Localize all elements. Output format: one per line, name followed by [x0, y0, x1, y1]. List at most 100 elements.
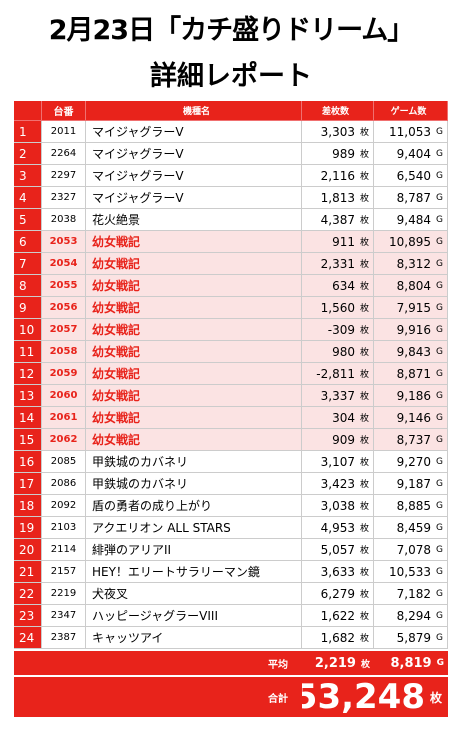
machine-name: 緋弾のアリアII	[86, 539, 302, 561]
machine-name: 幼女戦記	[86, 363, 302, 385]
machine-name: マイジャグラーV	[86, 121, 302, 143]
machine-number: 2062	[42, 429, 86, 451]
machine-name: マイジャグラーV	[86, 165, 302, 187]
unit: 枚	[359, 326, 369, 336]
diff: 2,331	[320, 256, 355, 271]
unit: 枚	[359, 128, 369, 138]
table-row: 8 2055 幼女戦記 634 枚 8,804 G	[14, 275, 448, 297]
machine-number: 2061	[42, 407, 86, 429]
games-cell: 11,053 G	[374, 121, 448, 143]
table-row: 15 2062 幼女戦記 909 枚 8,737 G	[14, 429, 448, 451]
unit: 枚	[359, 282, 369, 292]
table-row: 23 2347 ハッピージャグラーVIII 1,622 枚 8,294 G	[14, 605, 448, 627]
diff: 634	[332, 278, 355, 293]
games-cell: 9,404 G	[374, 143, 448, 165]
machine-number: 2085	[42, 451, 86, 473]
diff: 304	[332, 410, 355, 425]
games: 10,533	[389, 564, 432, 579]
games: 6,540	[396, 168, 432, 183]
unit: 枚	[359, 502, 369, 512]
diff: 1,813	[320, 190, 355, 205]
unit: 枚	[429, 690, 442, 705]
unit: 枚	[359, 546, 369, 556]
unit: G	[436, 368, 443, 379]
diff-cell: 3,423 枚	[302, 473, 374, 495]
diff: 911	[332, 234, 355, 249]
machine-name: 花火絶景	[86, 209, 302, 231]
unit: G	[436, 610, 443, 621]
games-cell: 9,843 G	[374, 341, 448, 363]
games-cell: 9,146 G	[374, 407, 448, 429]
unit: 枚	[359, 194, 369, 204]
table: 台番 機種名 差枚数 ゲーム数 1 2011 マイジャグラーV 3,303 枚 11,05…	[14, 101, 448, 717]
diff: 909	[332, 432, 355, 447]
games: 7,182	[396, 586, 432, 601]
games-cell: 6,540 G	[374, 165, 448, 187]
unit: 枚	[359, 370, 369, 380]
diff: 6,279	[320, 586, 355, 601]
unit: G	[436, 522, 443, 533]
table-row: 5 2038 花火絶景 4,387 枚 9,484 G	[14, 209, 448, 231]
machine-number: 2157	[42, 561, 86, 583]
machine-name: 甲鉄城のカバネリ	[86, 451, 302, 473]
row-index: 3	[14, 165, 42, 187]
unit: 枚	[359, 634, 369, 644]
diff-cell: 1,813 枚	[302, 187, 374, 209]
machine-name: HEY！エリートサラリーマン鏡	[86, 561, 302, 583]
table-row: 21 2157 HEY！エリートサラリーマン鏡 3,633 枚 10,533 G	[14, 561, 448, 583]
games-cell: 8,312 G	[374, 253, 448, 275]
unit: 枚	[359, 524, 369, 534]
diff-cell: 3,337 枚	[302, 385, 374, 407]
row-index: 11	[14, 341, 42, 363]
unit: G	[436, 280, 443, 291]
machine-number: 2092	[42, 495, 86, 517]
games-cell: 10,533 G	[374, 561, 448, 583]
machine-name: ハッピージャグラーVIII	[86, 605, 302, 627]
unit: G	[436, 544, 443, 555]
average-games: 8,819	[390, 655, 432, 671]
games: 8,312	[396, 256, 432, 271]
machine-name: 幼女戦記	[86, 407, 302, 429]
machine-number: 2103	[42, 517, 86, 539]
games-cell: 8,804 G	[374, 275, 448, 297]
row-index: 12	[14, 363, 42, 385]
games-cell: 7,915 G	[374, 297, 448, 319]
row-index: 10	[14, 319, 42, 341]
diff: 1,560	[320, 300, 355, 315]
machine-number: 2086	[42, 473, 86, 495]
unit: G	[436, 588, 443, 599]
row-index: 1	[14, 121, 42, 143]
header-row: 台番 機種名 差枚数 ゲーム数	[14, 101, 448, 121]
games: 9,916	[396, 322, 432, 337]
games: 7,078	[396, 542, 432, 557]
header-cell: 機種名	[86, 101, 302, 121]
games: 7,915	[396, 300, 432, 315]
games-cell: 7,078 G	[374, 539, 448, 561]
diff-cell: 6,279 枚	[302, 583, 374, 605]
games: 9,186	[396, 388, 432, 403]
diff: 989	[332, 146, 355, 161]
diff: 1,622	[320, 608, 355, 623]
row-index: 18	[14, 495, 42, 517]
row-index: 22	[14, 583, 42, 605]
unit: G	[436, 456, 443, 467]
row-index: 6	[14, 231, 42, 253]
unit: 枚	[359, 568, 369, 578]
diff-cell: 980 枚	[302, 341, 374, 363]
table-row: 17 2086 甲鉄城のカバネリ 3,423 枚 9,187 G	[14, 473, 448, 495]
table-row: 2 2264 マイジャグラーV 989 枚 9,404 G	[14, 143, 448, 165]
games: 8,294	[396, 608, 432, 623]
unit: G	[436, 632, 443, 643]
machine-name: 幼女戦記	[86, 429, 302, 451]
table-row: 20 2114 緋弾のアリアII 5,057 枚 7,078 G	[14, 539, 448, 561]
machine-name: アクエリオン ALL STARS	[86, 517, 302, 539]
unit: G	[436, 192, 443, 203]
games: 9,270	[396, 454, 432, 469]
unit: 枚	[359, 436, 369, 446]
diff-cell: 1,622 枚	[302, 605, 374, 627]
games-cell: 10,895 G	[374, 231, 448, 253]
unit: G	[436, 478, 443, 489]
games-cell: 9,270 G	[374, 451, 448, 473]
diff: -2,811	[316, 366, 355, 381]
